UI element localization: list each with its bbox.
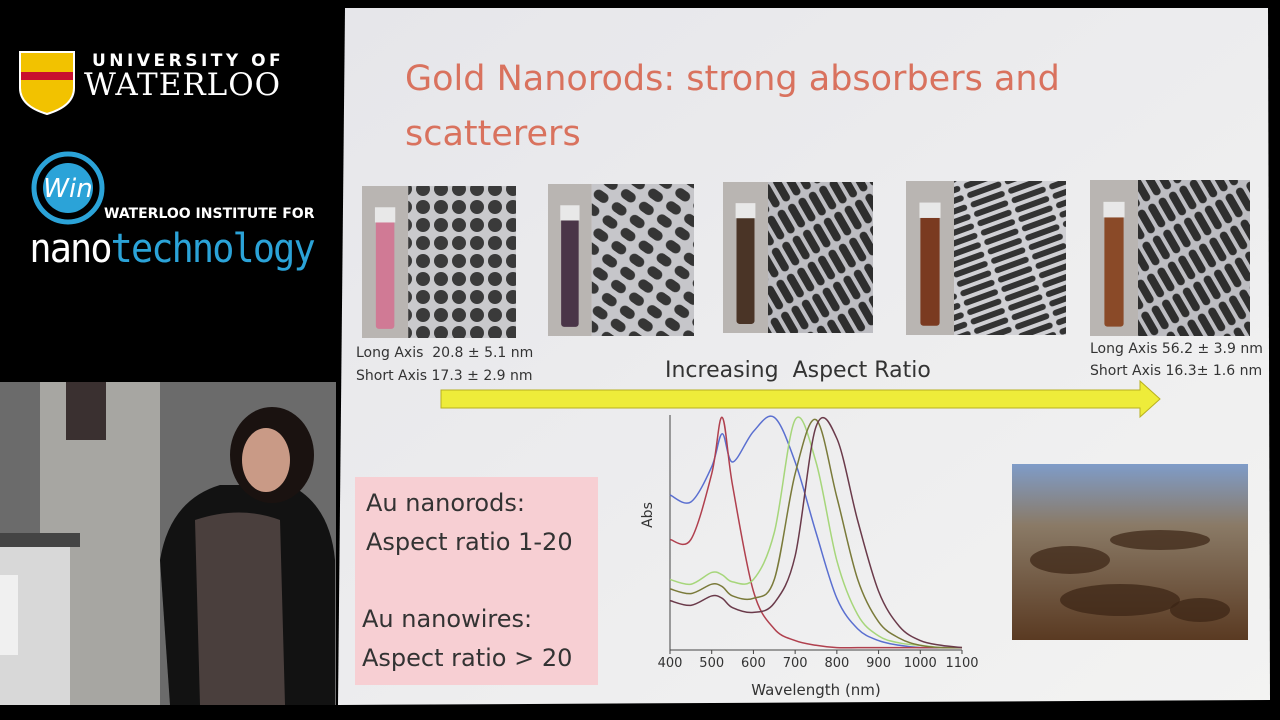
vial xyxy=(1104,214,1124,327)
caption: Long Axis 56.2 ± 3.9 nm xyxy=(1090,341,1263,357)
vial-cap xyxy=(919,202,941,218)
speaker-shirt xyxy=(195,512,285,705)
spectrum-line xyxy=(669,415,962,649)
win-logo-inner xyxy=(43,163,93,213)
x-tick-label: 400 xyxy=(658,656,683,671)
caption: Short Axis 17.3 ± 2.9 nm xyxy=(356,368,533,384)
spectrum-line xyxy=(669,416,963,649)
info-box xyxy=(355,477,598,685)
caption: Short Axis 16.3± 1.6 nm xyxy=(1090,363,1262,379)
crest-band xyxy=(21,72,73,80)
slide: Gold Nanorods: strong absorbers and scat… xyxy=(338,8,1270,705)
x-tick-label: 900 xyxy=(866,656,891,671)
x-tick-label: 800 xyxy=(824,656,849,671)
slide-title: Gold Nanorods: strong absorbers and xyxy=(405,59,1060,99)
fiber-detail xyxy=(1030,546,1110,574)
university-line2: WATERLOO xyxy=(84,67,281,103)
info-text: Aspect ratio > 20 xyxy=(362,644,572,672)
info-text: Aspect ratio 1-20 xyxy=(366,528,573,556)
x-tick-label: 1100 xyxy=(945,656,978,671)
x-tick-label: 600 xyxy=(741,656,766,671)
x-tick-label: 500 xyxy=(699,656,724,671)
tem-image xyxy=(591,184,694,336)
tem-image xyxy=(768,182,873,333)
x-tick-label: 1000 xyxy=(904,656,937,671)
tem-image xyxy=(954,181,1066,335)
win-logo-mark: Win xyxy=(43,174,92,204)
screen-edge xyxy=(0,575,18,655)
tem-image xyxy=(1138,180,1250,336)
info-text: Au nanowires: xyxy=(362,605,532,633)
slide-title: scatterers xyxy=(405,114,581,154)
institute-line1: WATERLOO INSTITUTE FOR xyxy=(104,206,315,222)
fiber-detail xyxy=(1060,584,1180,616)
y-axis-label: Abs xyxy=(640,502,656,528)
institute-technology: technology xyxy=(111,226,315,273)
fiber-detail xyxy=(1170,598,1230,622)
spectrum-line xyxy=(669,418,963,649)
x-tick-label: 700 xyxy=(783,656,808,671)
crest xyxy=(19,51,75,116)
vial-cap xyxy=(735,203,756,219)
institute-nano: nano xyxy=(29,226,110,273)
bottom-bar xyxy=(0,705,1280,720)
x-axis-label: Wavelength (nm) xyxy=(751,681,881,699)
vial-cap xyxy=(560,205,580,221)
vial xyxy=(920,214,940,326)
info-text: Au nanorods: xyxy=(366,489,525,517)
vial-cap xyxy=(374,207,396,223)
spectrum-line xyxy=(669,416,963,649)
podium-top xyxy=(0,533,80,547)
arrow xyxy=(440,379,1161,419)
spectrum-line xyxy=(669,416,962,649)
fiber-detail xyxy=(1110,530,1210,550)
vial xyxy=(375,219,395,329)
vial xyxy=(736,215,755,324)
speaker-face xyxy=(242,428,290,492)
win-logo xyxy=(31,151,105,225)
spectrum-chart: Abs Wavelength (nm) 400 500 600 700 800 900 10… xyxy=(640,415,979,699)
arrow-label: Increasing Aspect Ratio xyxy=(665,358,931,383)
vial xyxy=(561,217,579,327)
tem-image xyxy=(408,186,516,338)
poster xyxy=(66,382,106,440)
institute-name: nanotechnology xyxy=(29,226,314,273)
vial-cap xyxy=(1103,201,1125,218)
logos: UNIVERSITY OF WATERLOO WATERLOO INSTITUT… xyxy=(19,51,316,273)
caption: Long Axis 20.8 ± 5.1 nm xyxy=(356,345,533,361)
university-line1: UNIVERSITY OF xyxy=(92,51,284,71)
